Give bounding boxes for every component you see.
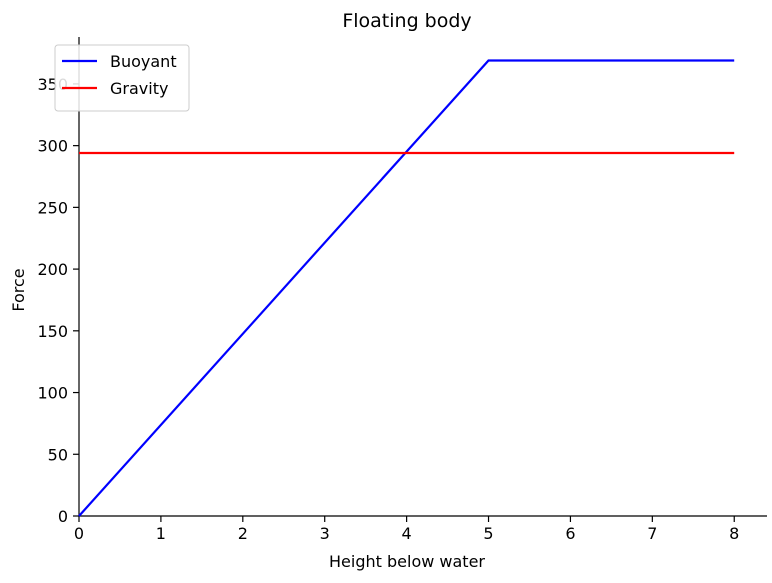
legend: Buoyant Gravity: [54, 44, 190, 112]
x-tick-label: 5: [483, 524, 493, 543]
y-tick-label: 250: [37, 198, 68, 217]
x-tick-label: 0: [74, 524, 84, 543]
x-axis-label: Height below water: [329, 552, 485, 571]
x-tick-label: 6: [565, 524, 575, 543]
y-tick-label: 200: [37, 260, 68, 279]
y-tick-label: 300: [37, 137, 68, 156]
x-tick-label: 7: [647, 524, 657, 543]
x-tick-label: 4: [402, 524, 412, 543]
y-tick-label: 100: [37, 384, 68, 403]
x-tick-label: 1: [156, 524, 166, 543]
y-tick-label: 150: [37, 322, 68, 341]
y-axis-label: Force: [9, 268, 28, 311]
series-line-buoyant: [78, 59, 735, 517]
y-tick-label: 50: [48, 445, 68, 464]
x-tick-label: 3: [320, 524, 330, 543]
legend-label-buoyant: Buoyant: [110, 52, 177, 71]
x-tick-label: 8: [729, 524, 739, 543]
x-tick-label: 2: [238, 524, 248, 543]
chart-title: Floating body: [342, 10, 471, 32]
series-lines: [78, 59, 735, 517]
legend-label-gravity: Gravity: [110, 79, 168, 98]
y-tick-label: 0: [58, 507, 68, 526]
